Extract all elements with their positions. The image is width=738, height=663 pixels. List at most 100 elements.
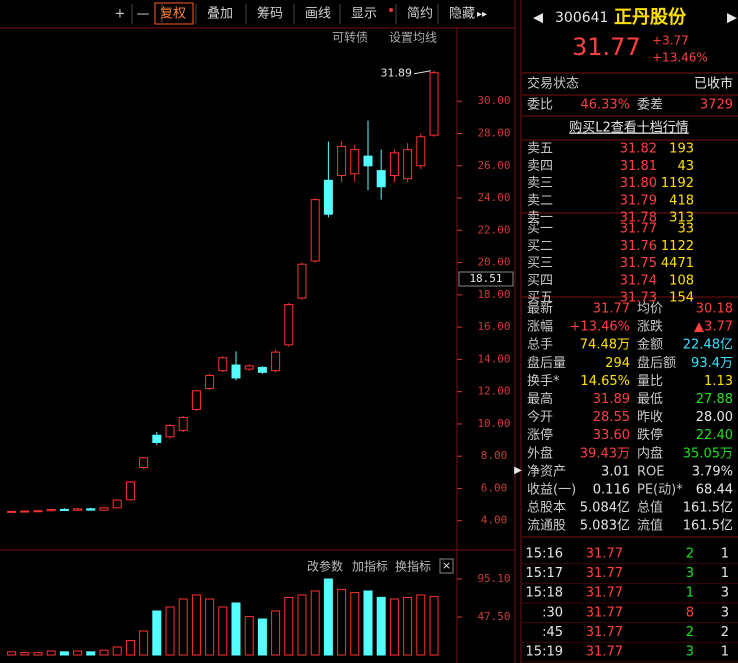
y-tick-label: 10.00 bbox=[477, 417, 510, 430]
book-volume: 313 bbox=[669, 211, 694, 226]
stat-label: 量比 bbox=[637, 374, 663, 389]
stat-value: 1.13 bbox=[704, 374, 733, 389]
high-pointer bbox=[413, 70, 432, 75]
stat-label: 均价 bbox=[637, 302, 663, 317]
volume-bar bbox=[350, 592, 360, 656]
stat-label: 总值 bbox=[637, 500, 663, 516]
tick-time: 15:17 bbox=[526, 566, 563, 581]
volume-bar bbox=[297, 594, 307, 656]
stat-label: 换手* bbox=[527, 374, 560, 389]
tick-price: 31.77 bbox=[586, 586, 623, 601]
vol-tick-label: 47.50 bbox=[477, 610, 510, 623]
toolbar-button[interactable]: 简约 bbox=[407, 6, 433, 22]
stat-value: 31.77 bbox=[593, 302, 630, 317]
tick-volume: 3 bbox=[686, 645, 694, 660]
stat-label: 最新 bbox=[527, 301, 553, 317]
volume-bar bbox=[231, 602, 241, 656]
book-price: 31.81 bbox=[620, 159, 657, 174]
volume-bar bbox=[191, 594, 201, 656]
stat-label: 流通股 bbox=[527, 519, 566, 534]
toolbar-button[interactable]: 复权 bbox=[160, 6, 186, 22]
book-price: 31.78 bbox=[620, 211, 657, 226]
candle-body bbox=[363, 155, 373, 167]
toolbar-button[interactable]: 隐藏 bbox=[449, 7, 475, 22]
toolbar-button[interactable]: + bbox=[115, 7, 126, 22]
indicator-link[interactable]: 改参数 bbox=[307, 559, 343, 574]
volume-bar bbox=[257, 618, 267, 656]
book-volume: 1192 bbox=[661, 176, 694, 191]
stat-value: 28.00 bbox=[696, 410, 733, 425]
stat-label: 盘后量 bbox=[527, 355, 566, 371]
candle-body bbox=[99, 507, 109, 511]
toolbar-button[interactable]: — bbox=[137, 7, 150, 22]
stat-label: 流值 bbox=[637, 518, 663, 534]
book-label: 买四 bbox=[527, 273, 553, 288]
volume-bar bbox=[271, 610, 281, 656]
tick-price: 31.77 bbox=[586, 547, 623, 562]
next-arrow[interactable]: ▶ bbox=[727, 11, 737, 26]
toolbar-button[interactable]: 叠加 bbox=[207, 7, 233, 22]
volume-bar bbox=[46, 650, 56, 656]
l2-button[interactable]: 购买L2查看十档行情 bbox=[569, 120, 689, 136]
stat-value: 30.18 bbox=[696, 302, 733, 317]
tick-count: 1 bbox=[721, 645, 729, 660]
stat-label: 内盘 bbox=[637, 445, 663, 461]
stat-value: 3.01 bbox=[601, 464, 630, 479]
stat-value: 22.48亿 bbox=[683, 338, 733, 353]
candle-body bbox=[20, 510, 30, 513]
toolbar-button[interactable]: 画线 bbox=[305, 7, 331, 22]
tick-volume: 2 bbox=[686, 547, 694, 562]
y-tick-label: 8.00 bbox=[481, 449, 508, 462]
y-tick-label: 18.00 bbox=[477, 288, 510, 301]
candle-body bbox=[416, 136, 426, 167]
y-tick-label: 12.00 bbox=[477, 385, 510, 398]
tick-volume: 8 bbox=[686, 605, 694, 620]
close-button[interactable] bbox=[439, 558, 454, 574]
volume-bar bbox=[86, 651, 96, 656]
collapse-arrow[interactable]: ▶ bbox=[514, 465, 522, 476]
stat-label: 涨跌 bbox=[637, 319, 663, 335]
chart-link[interactable]: 设置均线 bbox=[389, 31, 437, 45]
stat-label: 收益(一) bbox=[527, 483, 576, 498]
volume-bar bbox=[310, 590, 320, 656]
stat-value: 68.44 bbox=[696, 483, 733, 498]
volume-bar bbox=[33, 652, 43, 656]
y-tick-label: 6.00 bbox=[481, 481, 508, 494]
more-arrow[interactable]: ▸▸ bbox=[477, 9, 487, 20]
stat-label: 今开 bbox=[527, 409, 553, 425]
candle-body bbox=[152, 434, 162, 443]
toolbar-button[interactable]: 显示 bbox=[351, 7, 377, 22]
stat-label: 盘后额 bbox=[637, 355, 676, 371]
volume-bar bbox=[323, 578, 333, 656]
tick-price: 31.77 bbox=[586, 625, 623, 640]
prev-arrow[interactable]: ◀ bbox=[533, 11, 543, 26]
y-tick-label: 20.00 bbox=[477, 256, 510, 269]
indicator-link[interactable]: 换指标 bbox=[395, 559, 431, 574]
tick-count: 1 bbox=[721, 566, 729, 581]
candle-body bbox=[257, 366, 267, 373]
book-price: 31.80 bbox=[620, 176, 657, 191]
indicator-link[interactable]: 加指标 bbox=[352, 559, 388, 574]
toolbar-button[interactable]: 筹码 bbox=[257, 6, 283, 22]
stat-value: 0.116 bbox=[593, 483, 630, 498]
stat-value: 27.88 bbox=[696, 392, 733, 407]
vol-tick-label: 95.10 bbox=[477, 572, 510, 585]
status: 已收市 bbox=[694, 76, 733, 92]
stat-value: 74.48万 bbox=[580, 338, 630, 353]
chart-link[interactable]: 可转债 bbox=[332, 30, 368, 45]
book-volume: 4471 bbox=[661, 256, 694, 271]
stat-value: +13.46% bbox=[570, 320, 630, 335]
candle-body bbox=[337, 145, 347, 176]
book-volume: 154 bbox=[669, 291, 694, 306]
close-icon[interactable]: × bbox=[442, 559, 451, 572]
book-label: 卖三 bbox=[527, 176, 553, 191]
stat-value: ▲3.77 bbox=[694, 320, 733, 335]
candle-body bbox=[323, 179, 333, 215]
stat-label: 总股本 bbox=[527, 501, 566, 516]
stat-value: 22.40 bbox=[696, 428, 733, 443]
stat-label: 昨收 bbox=[637, 410, 663, 425]
volume-bar bbox=[178, 598, 188, 656]
stat-value: 3.79% bbox=[692, 464, 733, 479]
high-label: 31.89 bbox=[381, 67, 413, 80]
